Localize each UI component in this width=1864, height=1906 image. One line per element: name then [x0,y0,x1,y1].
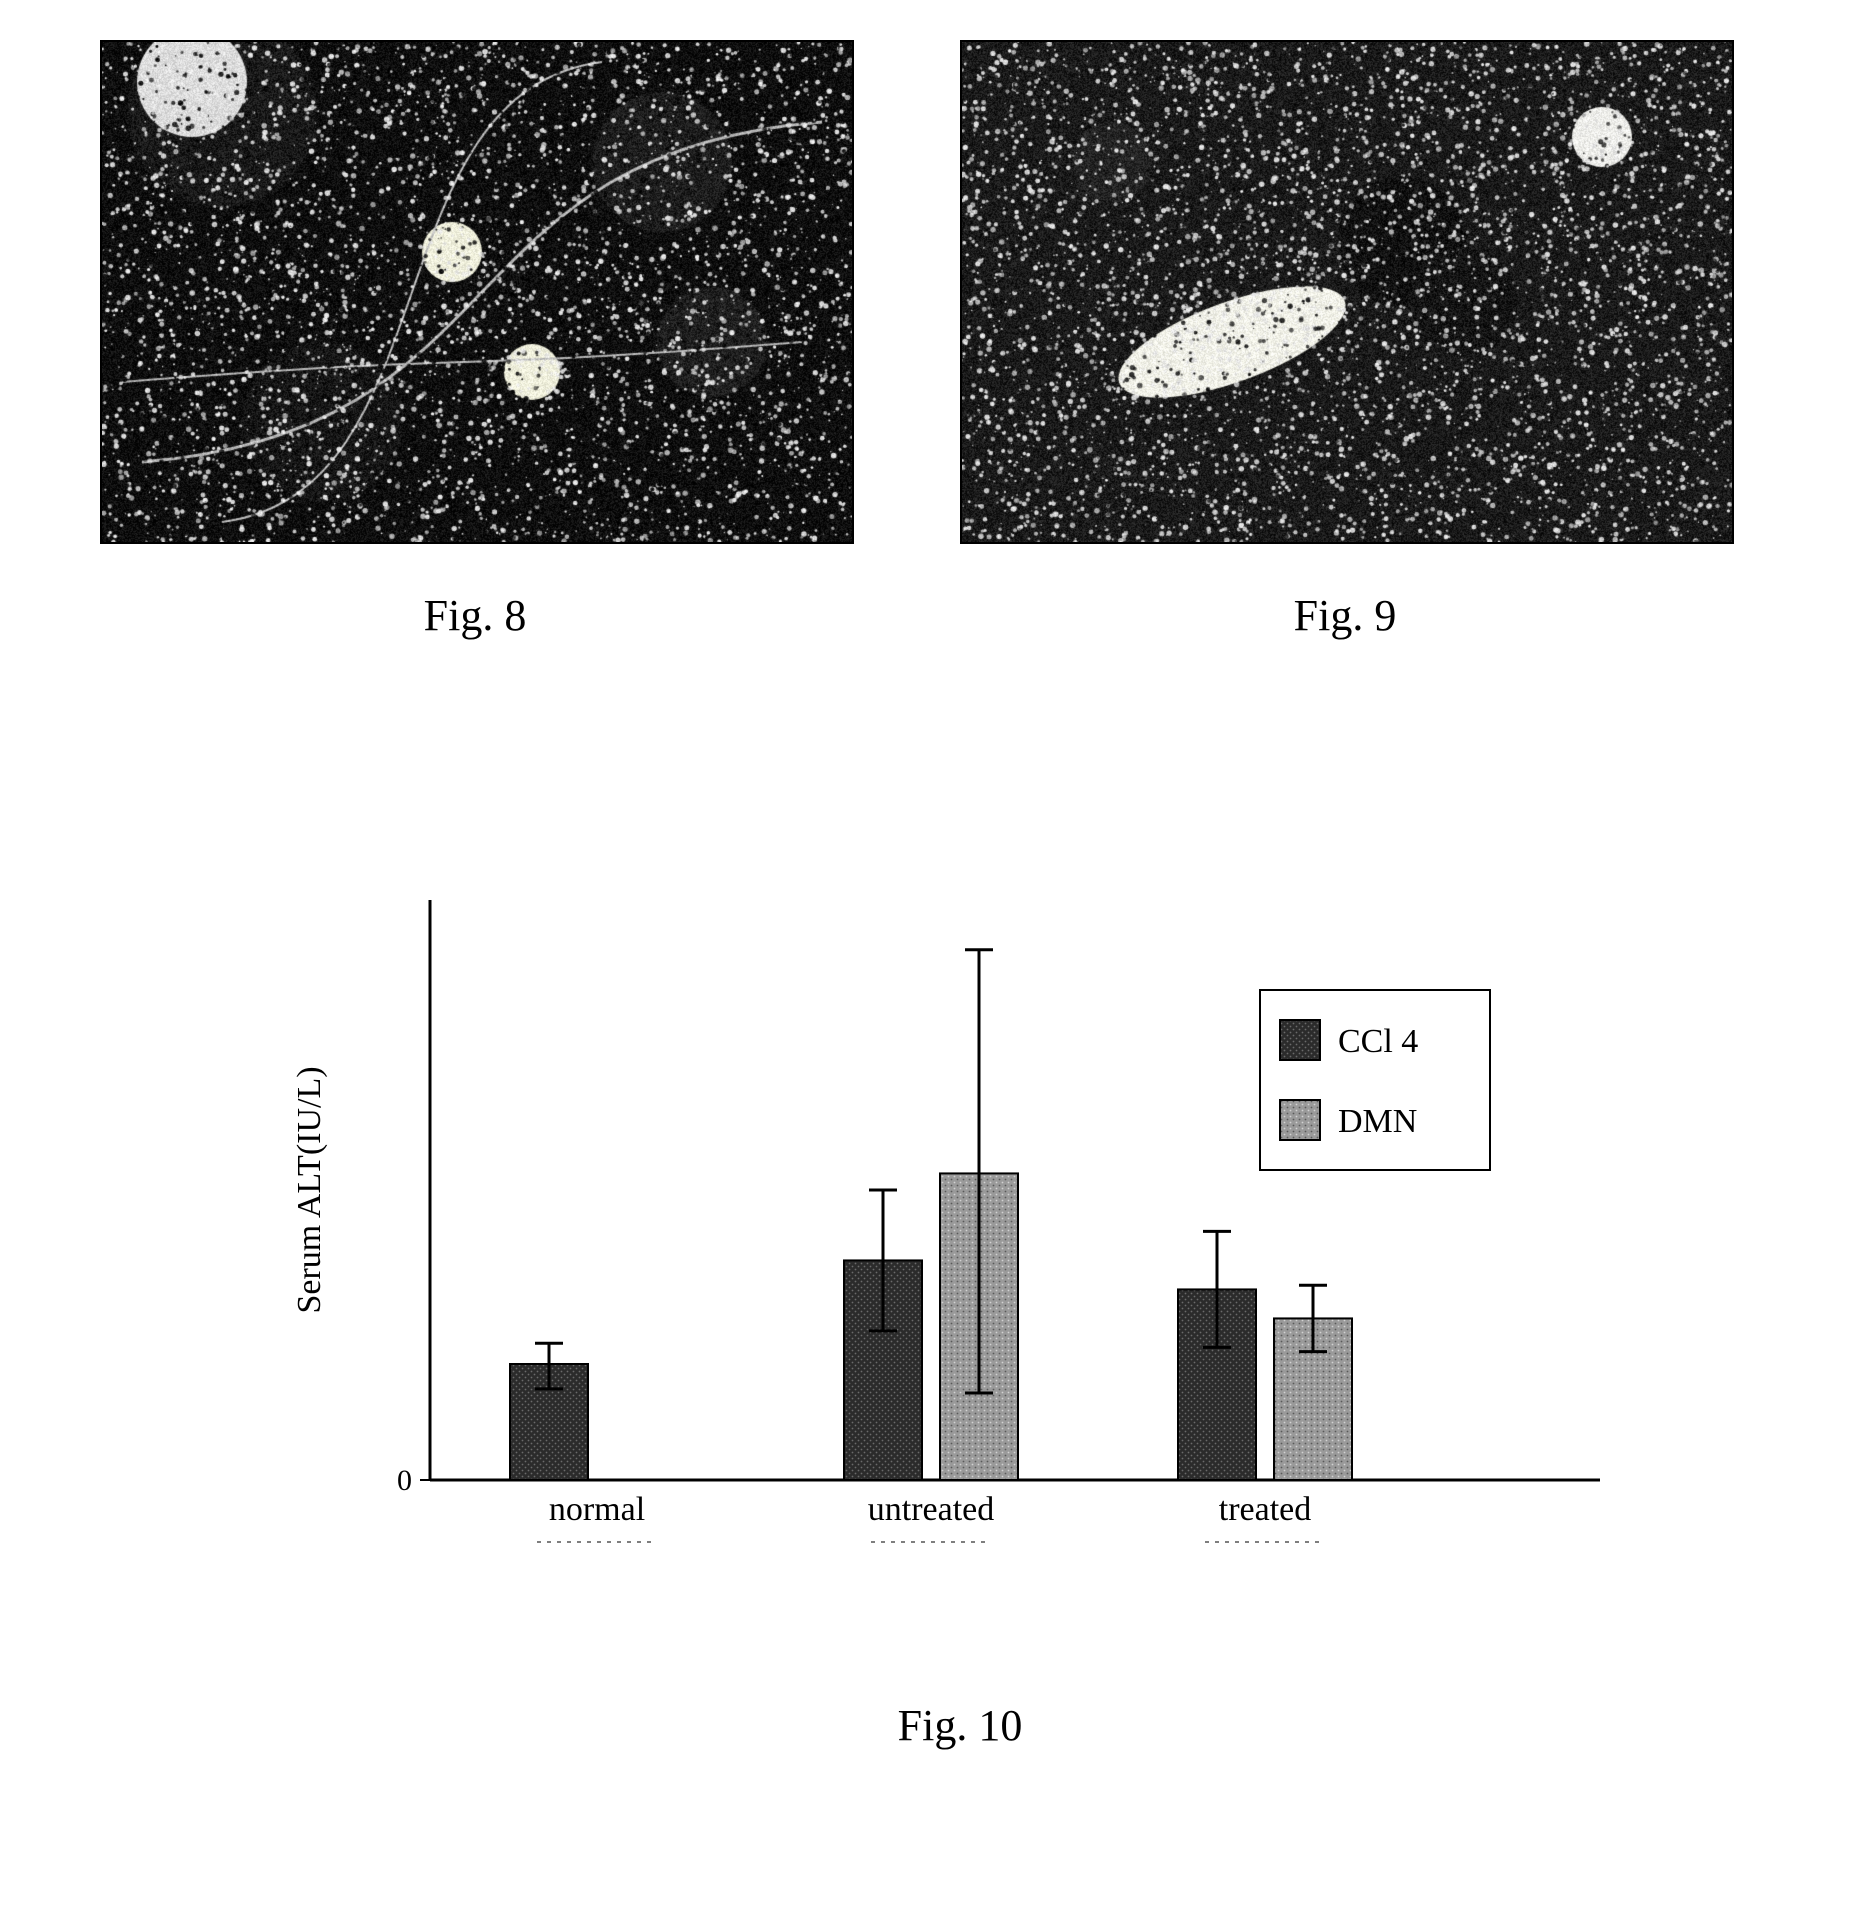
page: Fig. 8 Fig. 9 0 Serum ALT(IU/L) normal untr… [0,0,1864,1906]
svg-text:normal: normal [549,1491,645,1528]
svg-text:treated: treated [1219,1491,1312,1528]
figure-9-image [960,40,1734,544]
legend-box [1260,990,1490,1170]
svg-text:untreated: untreated [868,1491,995,1528]
figure-9-caption: Fig. 9 [960,590,1730,641]
figure-10-chart: 0 Serum ALT(IU/L) normal untreated treated CC… [260,860,1660,1640]
figure-8-canvas [102,42,852,542]
svg-text:DMN: DMN [1338,1103,1417,1140]
svg-text:CCl 4: CCl 4 [1338,1023,1418,1060]
svg-text:0: 0 [397,1464,412,1497]
bar-chart-svg: 0 Serum ALT(IU/L) normal untreated treated CC… [260,860,1660,1640]
figure-9-canvas [962,42,1732,542]
svg-text:Serum ALT(IU/L): Serum ALT(IU/L) [291,1066,328,1313]
figure-8-image [100,40,854,544]
figure-10-caption: Fig. 10 [260,1700,1660,1751]
figure-8-caption: Fig. 8 [100,590,850,641]
